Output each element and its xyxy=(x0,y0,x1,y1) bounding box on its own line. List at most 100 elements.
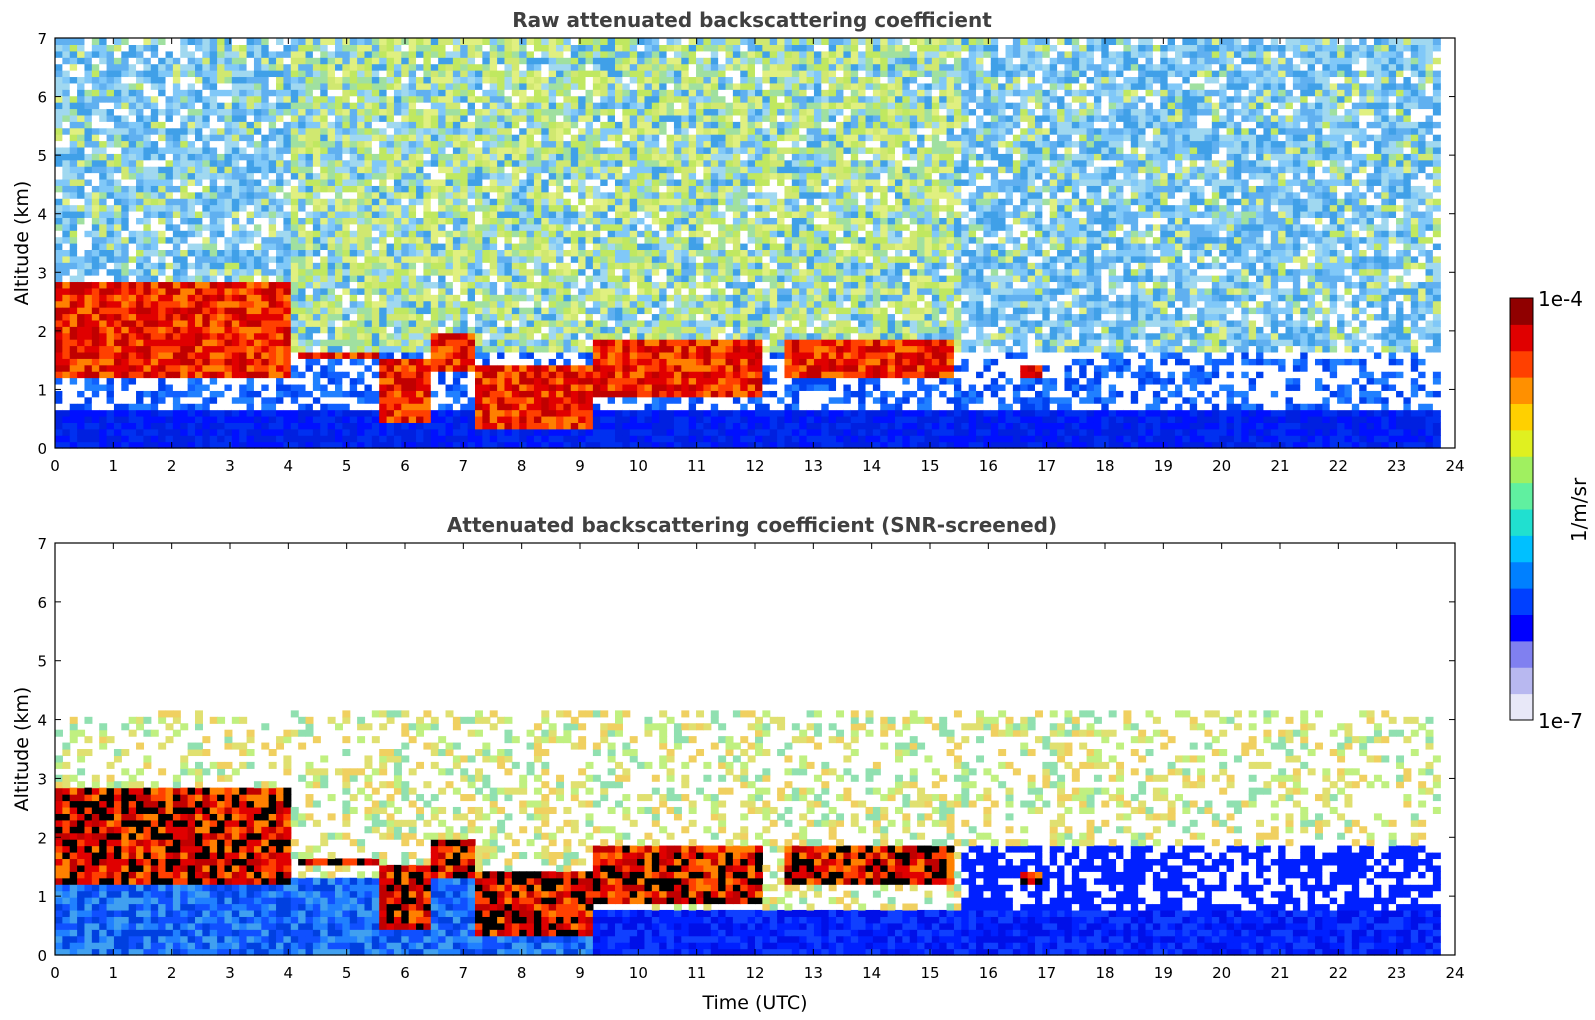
heatmap-cell xyxy=(209,409,218,417)
heatmap-cell xyxy=(283,249,292,257)
heatmap-cell xyxy=(615,396,623,404)
heatmap-cell xyxy=(136,178,145,186)
heatmap-cell xyxy=(246,44,255,52)
heatmap-cell xyxy=(475,409,483,417)
heatmap-cell xyxy=(305,82,314,90)
heatmap-cell xyxy=(423,319,432,327)
heatmap-cell xyxy=(187,95,196,103)
heatmap-cell xyxy=(342,76,351,84)
heatmap-cell xyxy=(416,210,425,218)
heatmap-cell xyxy=(482,146,491,154)
heatmap-cell xyxy=(511,307,520,315)
heatmap-cell xyxy=(217,351,226,359)
heatmap-cell xyxy=(136,326,145,334)
heatmap-cell xyxy=(489,332,498,340)
heatmap-cell xyxy=(246,281,255,289)
heatmap-cell xyxy=(305,121,314,129)
heatmap-cell xyxy=(416,351,425,359)
heatmap-cell xyxy=(364,351,373,359)
heatmap-cell xyxy=(202,268,211,276)
heatmap-cell xyxy=(195,371,203,379)
heatmap-cell xyxy=(460,441,469,449)
heatmap-cell xyxy=(548,102,557,110)
heatmap-cell xyxy=(423,313,432,321)
heatmap-cell xyxy=(460,172,469,180)
heatmap-cell xyxy=(180,415,189,423)
heatmap-cell xyxy=(438,332,447,340)
heatmap-cell xyxy=(342,236,351,244)
heatmap-cell xyxy=(445,76,454,84)
heatmap-cell xyxy=(364,70,373,78)
heatmap-cell xyxy=(349,268,358,276)
heatmap-cell xyxy=(320,44,329,52)
heatmap-cell xyxy=(150,409,159,417)
heatmap-cell xyxy=(231,82,240,90)
heatmap-cell xyxy=(556,358,565,366)
heatmap-cell xyxy=(438,191,447,199)
heatmap-cell xyxy=(283,140,292,148)
heatmap-cell xyxy=(556,210,565,218)
heatmap-cell xyxy=(202,319,211,327)
heatmap-cell xyxy=(349,166,358,174)
heatmap-cell xyxy=(335,403,343,411)
heatmap-cell xyxy=(305,287,314,295)
heatmap-cell xyxy=(371,76,380,84)
heatmap-cell xyxy=(460,403,469,411)
heatmap-cell xyxy=(578,95,587,103)
heatmap-cell xyxy=(607,243,616,251)
heatmap-cell xyxy=(187,134,196,142)
heatmap-cell xyxy=(312,172,321,180)
heatmap-cell xyxy=(578,332,587,340)
heatmap-cell xyxy=(335,217,343,225)
heatmap-cell xyxy=(224,89,233,97)
heatmap-cell xyxy=(475,217,483,225)
heatmap-cell xyxy=(165,178,174,186)
heatmap-cell xyxy=(158,364,167,372)
heatmap-cell xyxy=(600,268,609,276)
heatmap-cell xyxy=(261,114,270,122)
heatmap-cell xyxy=(578,281,587,289)
heatmap-cell xyxy=(364,191,373,199)
heatmap-cell xyxy=(305,409,314,417)
heatmap-cell xyxy=(460,409,469,417)
heatmap-cell xyxy=(342,108,351,116)
heatmap-cell xyxy=(239,287,248,295)
heatmap-cell xyxy=(158,178,167,186)
heatmap-cell xyxy=(305,351,314,359)
heatmap-cell xyxy=(136,249,145,257)
heatmap-cell xyxy=(349,38,358,46)
heatmap-cell xyxy=(357,82,366,90)
heatmap-cell xyxy=(578,102,587,110)
heatmap-cell xyxy=(239,223,248,231)
heatmap-cell xyxy=(408,275,417,283)
heatmap-cell xyxy=(217,307,226,315)
heatmap-cell xyxy=(467,307,476,315)
heatmap-cell xyxy=(357,441,366,449)
heatmap-cell xyxy=(298,428,307,436)
heatmap-cell xyxy=(202,345,211,353)
heatmap-cell xyxy=(408,76,417,84)
heatmap-cell xyxy=(467,134,476,142)
heatmap-cell xyxy=(62,307,71,315)
heatmap-cell xyxy=(511,358,520,366)
heatmap-cell xyxy=(113,275,122,283)
heatmap-cell xyxy=(231,415,240,423)
heatmap-cell xyxy=(497,76,506,84)
heatmap-cell xyxy=(482,166,491,174)
heatmap-cell xyxy=(106,159,115,167)
heatmap-cell xyxy=(622,300,631,308)
heatmap-cell xyxy=(77,435,86,443)
heatmap-cell xyxy=(290,127,299,135)
heatmap-cell xyxy=(342,185,351,193)
heatmap-cell xyxy=(335,422,343,430)
heatmap-cell xyxy=(91,268,100,276)
heatmap-cell xyxy=(592,230,601,238)
heatmap-cell xyxy=(305,403,314,411)
heatmap-cell xyxy=(180,159,189,167)
heatmap-cell xyxy=(585,249,594,257)
heatmap-cell xyxy=(556,95,565,103)
heatmap-cell xyxy=(379,383,388,391)
heatmap-cell xyxy=(128,127,137,135)
heatmap-cell xyxy=(364,102,373,110)
heatmap-cell xyxy=(55,50,63,58)
